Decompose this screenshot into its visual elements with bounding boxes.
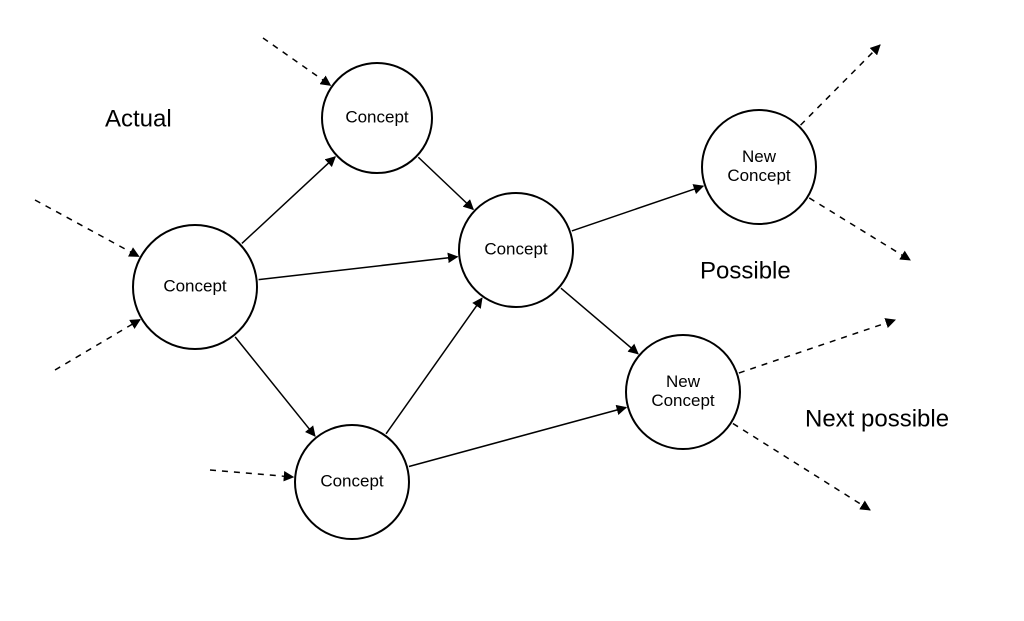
edge-out-nc_bot	[739, 320, 895, 373]
edge-in-c_bottom	[210, 470, 293, 477]
node-c_mid: Concept	[459, 193, 573, 307]
edge-c_bottom-to-nc_bot	[409, 407, 626, 466]
edge-c_left-to-c_mid	[259, 257, 458, 280]
region-label: Next possible	[805, 405, 949, 432]
node-label: Concept	[320, 471, 384, 490]
node-label: Concept	[651, 391, 715, 410]
edge-out-nc_top	[801, 45, 880, 125]
edge-c_left-to-c_top	[242, 157, 335, 244]
node-label: New	[742, 147, 777, 166]
edge-in-c_left	[55, 320, 140, 370]
concept-network-diagram: ConceptConceptConceptConceptNewConceptNe…	[0, 0, 1024, 621]
edge-out-nc_bot	[733, 423, 870, 510]
edge-in-c_top	[263, 38, 330, 85]
node-c_top: Concept	[322, 63, 432, 173]
node-nc_bot: NewConcept	[626, 335, 740, 449]
node-c_left: Concept	[133, 225, 257, 349]
node-nc_top: NewConcept	[702, 110, 816, 224]
node-label: New	[666, 372, 701, 391]
edge-c_mid-to-nc_top	[572, 186, 703, 231]
region-label: Possible	[700, 257, 791, 284]
node-c_bottom: Concept	[295, 425, 409, 539]
node-label: Concept	[727, 166, 791, 185]
edge-c_bottom-to-c_mid	[386, 298, 482, 434]
edge-out-nc_top	[809, 198, 910, 260]
edge-in-c_left	[35, 200, 139, 256]
node-label: Concept	[345, 107, 409, 126]
edge-c_mid-to-nc_bot	[561, 288, 638, 354]
node-label: Concept	[484, 239, 548, 258]
node-label: Concept	[163, 276, 227, 295]
region-label: Actual	[105, 105, 172, 132]
edge-c_left-to-c_bottom	[235, 337, 315, 436]
edge-c_top-to-c_mid	[418, 157, 473, 209]
